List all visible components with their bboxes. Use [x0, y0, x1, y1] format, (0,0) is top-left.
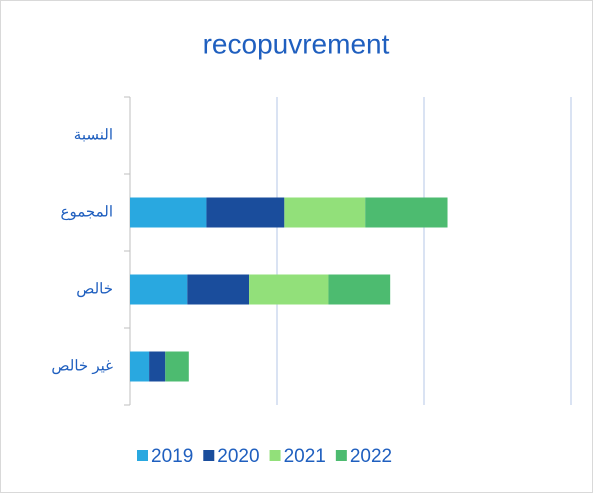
bar-segment — [187, 274, 250, 305]
bar-segment — [149, 351, 166, 382]
bar-segment — [130, 351, 150, 382]
legend-label: 2022 — [350, 446, 392, 467]
legend-label: 2020 — [217, 446, 259, 467]
legend-label: 2021 — [284, 446, 326, 467]
bar-segment — [249, 274, 329, 305]
y-tick-label: النسبة — [74, 126, 113, 143]
legend-label: 2019 — [151, 446, 193, 467]
legend-swatch — [269, 450, 281, 461]
legend-swatch — [203, 450, 215, 461]
bar-segment — [165, 351, 189, 382]
y-tick-label: المجموع — [61, 203, 113, 220]
bar-segment — [284, 197, 366, 228]
bar-segment — [328, 274, 391, 305]
legend-swatch — [335, 450, 347, 461]
bar-segment — [206, 197, 285, 228]
chart-title: recopuvrement — [203, 28, 390, 59]
y-tick-label: خالص — [76, 280, 113, 297]
legend-swatch — [137, 450, 148, 461]
bar-segment — [365, 197, 448, 228]
bar-segment — [130, 197, 207, 228]
bar-segment — [130, 274, 188, 305]
y-tick-label: غير خالص — [51, 357, 113, 374]
